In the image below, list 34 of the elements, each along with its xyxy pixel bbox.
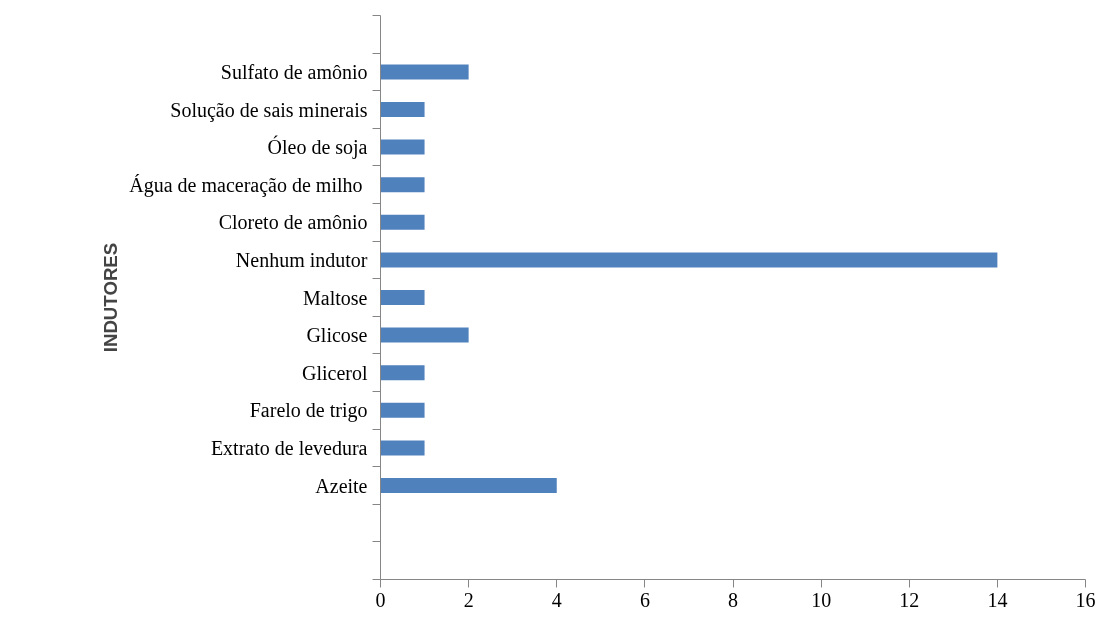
bar xyxy=(380,177,425,193)
bar xyxy=(380,214,425,230)
y-tick-label: Azeite xyxy=(315,474,368,497)
x-tick-label: 0 xyxy=(375,588,386,611)
y-tick-label: Glicerol xyxy=(301,361,368,384)
y-tick-label: Água de maceração de milho xyxy=(129,173,363,197)
bar xyxy=(380,64,469,80)
y-tick-label: Farelo de trigo xyxy=(249,399,368,423)
bar xyxy=(380,101,425,118)
y-tick-label: Solução de sais minerais xyxy=(170,98,368,122)
bar xyxy=(380,252,998,268)
bar xyxy=(380,365,425,381)
x-tick-label: 6 xyxy=(639,588,650,611)
x-tick-label: 16 xyxy=(1075,588,1096,611)
x-tick-label: 2 xyxy=(463,588,474,611)
y-tick-label: Nenhum indutor xyxy=(235,248,368,271)
y-tick-label: Glicose xyxy=(306,324,368,347)
bar xyxy=(380,402,425,418)
bar xyxy=(380,327,469,343)
y-tick-label: Maltose xyxy=(303,286,368,309)
bar xyxy=(380,139,425,155)
y-axis-title: INDUTORES xyxy=(100,242,122,353)
x-tick-label: 4 xyxy=(551,588,562,611)
bar xyxy=(380,440,425,456)
x-tick-label: 8 xyxy=(728,588,738,611)
x-tick-label: 14 xyxy=(987,588,1008,611)
bar xyxy=(380,477,557,494)
bar xyxy=(380,289,425,306)
y-tick-label: Extrato de levedura xyxy=(210,436,368,459)
y-tick-label: Óleo de soja xyxy=(267,135,368,160)
y-tick-label: Sulfato de amônio xyxy=(220,60,368,83)
x-tick-label: 10 xyxy=(811,588,832,611)
x-tick-label: 12 xyxy=(899,588,920,611)
y-tick-label: Cloreto de amônio xyxy=(218,211,368,234)
